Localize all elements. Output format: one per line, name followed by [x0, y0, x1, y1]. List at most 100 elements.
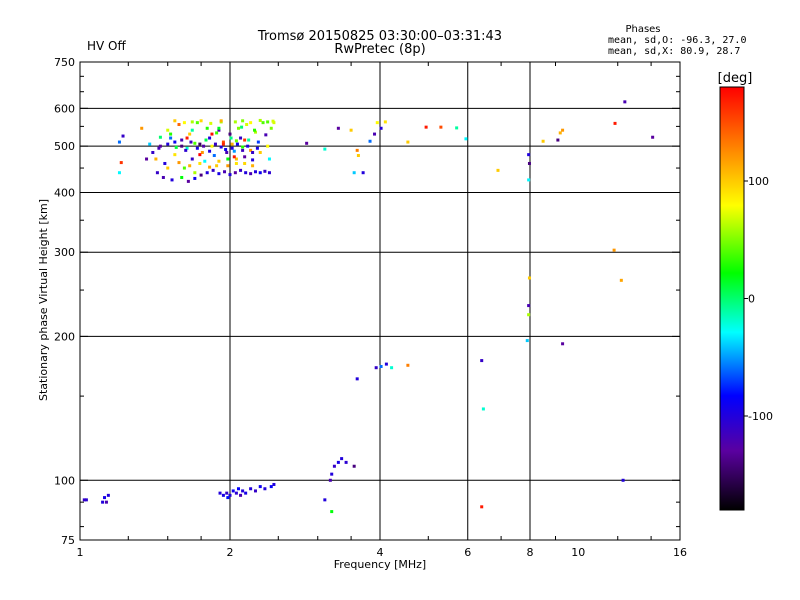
y-tick-label: 75	[61, 534, 75, 547]
data-point	[247, 138, 251, 142]
data-point	[121, 134, 125, 138]
data-point	[323, 147, 327, 151]
data-point	[205, 126, 209, 130]
data-point	[210, 144, 214, 148]
data-point	[344, 460, 348, 464]
data-point	[166, 166, 170, 170]
data-point	[651, 135, 655, 139]
x-tick-label: 2	[227, 546, 234, 559]
data-point	[241, 119, 245, 123]
data-point	[163, 161, 167, 165]
data-point	[215, 131, 219, 135]
data-point	[267, 157, 271, 161]
data-point	[218, 491, 222, 495]
data-point	[328, 478, 332, 482]
y-tick-label: 300	[54, 246, 75, 259]
data-point	[352, 464, 356, 468]
data-point	[217, 126, 221, 130]
data-point	[217, 159, 221, 163]
data-point	[424, 125, 428, 129]
data-point	[103, 496, 107, 500]
data-point	[527, 304, 531, 308]
data-point	[384, 362, 388, 366]
data-point	[225, 491, 229, 495]
data-point	[558, 131, 562, 135]
data-point	[236, 487, 240, 491]
data-point	[106, 493, 110, 497]
data-point	[379, 126, 383, 130]
data-point	[226, 157, 230, 161]
data-point	[232, 155, 236, 159]
data-point	[188, 164, 192, 168]
data-point	[480, 505, 484, 509]
y-tick-label: 600	[54, 102, 75, 115]
data-point	[158, 135, 162, 139]
data-point	[621, 478, 625, 482]
data-point	[188, 132, 192, 136]
phases-line-x: mean, sd,X: 80.9, 28.7	[608, 46, 740, 57]
data-point	[173, 119, 177, 123]
data-point	[229, 136, 233, 140]
data-point	[193, 141, 197, 145]
chart-title-line2: RwPretec (8p)	[334, 42, 425, 57]
data-point	[234, 157, 238, 161]
data-point	[356, 154, 360, 158]
data-point	[361, 171, 365, 175]
data-point	[213, 142, 217, 146]
data-point	[232, 149, 236, 153]
data-point	[221, 140, 225, 144]
data-point	[189, 140, 193, 144]
y-axis-label: Stationary phase Virtual Height [km]	[37, 199, 50, 401]
colorbar-label: [deg]	[718, 71, 753, 86]
colorbar-ticks: 100 0 -100	[744, 175, 773, 423]
data-point	[215, 164, 219, 168]
data-point	[212, 154, 216, 158]
data-point	[619, 278, 623, 282]
data-point	[379, 364, 383, 368]
data-point	[154, 157, 158, 161]
data-point	[239, 168, 243, 172]
data-point	[173, 153, 177, 157]
data-point	[266, 120, 270, 124]
y-tick-label: 200	[54, 330, 75, 343]
data-point	[266, 144, 270, 148]
data-point	[253, 128, 257, 132]
data-point	[255, 146, 259, 150]
data-point	[190, 157, 194, 161]
data-point	[226, 496, 230, 500]
data-point	[258, 171, 262, 175]
data-point	[243, 155, 247, 159]
data-point	[234, 139, 238, 143]
data-point	[223, 170, 227, 174]
data-point	[246, 144, 250, 148]
data-point	[203, 159, 207, 163]
colorbar	[719, 86, 745, 511]
data-point	[623, 100, 627, 104]
data-point	[406, 140, 410, 144]
data-point	[119, 161, 123, 165]
data-point	[180, 144, 184, 148]
data-point	[190, 128, 194, 132]
data-point	[243, 138, 247, 142]
data-point	[261, 121, 265, 125]
x-tick-label: 8	[527, 546, 534, 559]
data-point	[199, 173, 203, 177]
data-point	[230, 142, 234, 146]
data-point	[390, 366, 394, 370]
data-point	[166, 142, 170, 146]
data-point	[219, 119, 223, 123]
data-point	[349, 128, 353, 132]
data-point	[195, 121, 199, 125]
data-point	[272, 482, 276, 486]
data-point	[375, 121, 379, 125]
data-point	[249, 172, 253, 176]
data-point	[225, 150, 229, 154]
data-point	[251, 164, 255, 168]
data-point	[330, 472, 334, 476]
data-point	[202, 144, 206, 148]
data-point	[527, 153, 531, 157]
data-point	[217, 128, 221, 132]
data-point	[217, 172, 221, 176]
data-point	[323, 498, 327, 502]
